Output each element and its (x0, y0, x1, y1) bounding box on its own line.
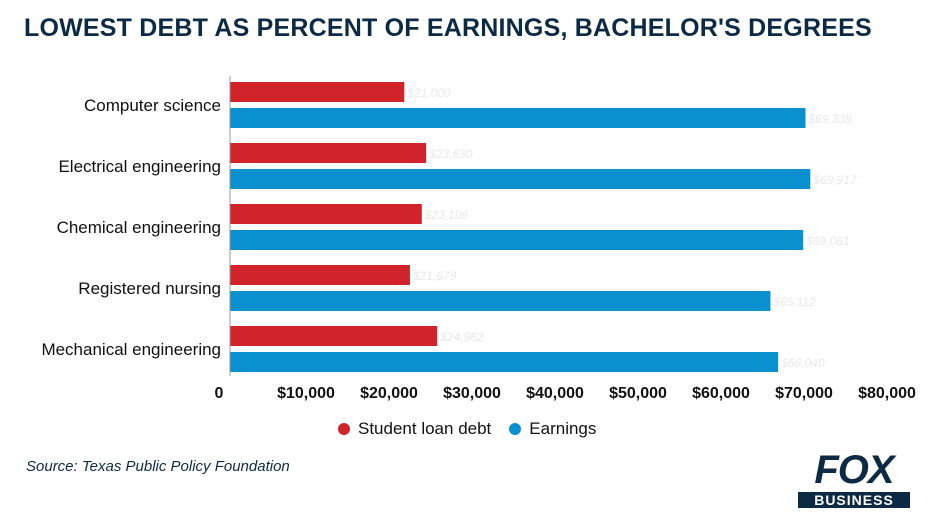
debt-bar (230, 143, 427, 163)
data-label: $24,962 (439, 330, 484, 344)
x-tick-label: $80,000 (858, 385, 916, 402)
x-tick-label: $40,000 (526, 385, 584, 402)
x-tick-label: $30,000 (443, 385, 501, 402)
debt-bar (230, 204, 422, 224)
category-label: Registered nursing (78, 279, 221, 298)
data-label: $23,106 (424, 208, 469, 222)
debt-bar (230, 265, 410, 285)
x-tick-label: 0 (215, 385, 224, 402)
data-label: $69,061 (805, 234, 849, 248)
chart-title: LOWEST DEBT AS PERCENT OF EARNINGS, BACH… (24, 14, 872, 42)
data-label: $65,112 (772, 295, 816, 309)
earnings-bar (230, 230, 804, 250)
data-label: $21,679 (412, 269, 457, 283)
earnings-bar (230, 108, 806, 128)
logo-business-text: BUSINESS (798, 492, 910, 508)
source-note: Source: Texas Public Policy Foundation (26, 458, 290, 475)
category-label: Mechanical engineering (41, 340, 221, 359)
category-label: Computer science (84, 96, 221, 115)
x-tick-label: $50,000 (609, 385, 667, 402)
x-tick-label: $60,000 (692, 385, 750, 402)
x-tick-label: $10,000 (277, 385, 335, 402)
data-label: $69,917 (812, 173, 858, 187)
legend-label-earnings: Earnings (529, 419, 597, 438)
legend-dot-debt (338, 423, 350, 435)
bar-chart: Computer science $21,000 $69,338 Electrical… (41, 76, 916, 402)
legend-item-debt: Student loan debt (338, 419, 491, 439)
data-label: $23,630 (428, 147, 473, 161)
category-label: Chemical engineering (57, 218, 221, 237)
category-label: Electrical engineering (58, 157, 221, 176)
data-label: $21,000 (406, 86, 451, 100)
data-label: $69,338 (808, 112, 853, 126)
debt-bar (230, 82, 405, 102)
legend-dot-earnings (509, 423, 522, 435)
debt-bar (230, 326, 438, 346)
x-tick-label: $20,000 (360, 385, 418, 402)
legend-item-earnings: Earnings (509, 419, 596, 439)
fox-business-logo: FOX BUSINESS (798, 450, 910, 510)
x-tick-label: $70,000 (775, 385, 833, 402)
data-label: $66,040 (780, 356, 825, 370)
legend: Student loan debt Earnings (338, 419, 596, 439)
earnings-bar (230, 169, 811, 189)
legend-label-debt: Student loan debt (358, 419, 492, 438)
logo-fox-text: FOX (814, 448, 894, 492)
earnings-bar (230, 352, 779, 372)
earnings-bar (230, 291, 771, 311)
